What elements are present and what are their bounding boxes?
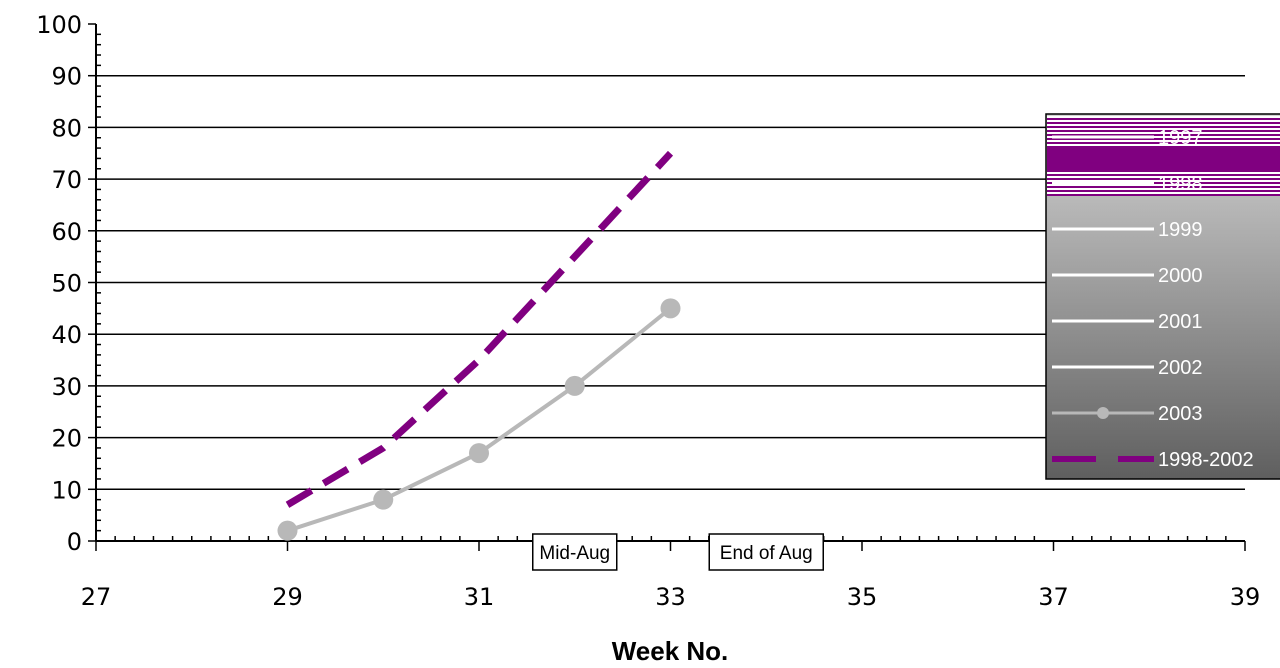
y-tick-label-90: 90 <box>51 63 82 91</box>
y-tick-label-50: 50 <box>51 270 82 298</box>
annotation-label: Mid-Aug <box>539 543 610 564</box>
series-line-2003 <box>286 306 672 533</box>
y-tick-label-0: 0 <box>67 528 82 556</box>
legend: 1997 1998 1999 2000 2001 2002 2003 1998-2002 <box>1045 113 1280 480</box>
legend-item-1998-2002: 1998-2002 <box>1052 449 1254 471</box>
point-2003-29 <box>277 520 298 541</box>
y-tick-label-70: 70 <box>51 166 82 194</box>
point-2003-31 <box>469 443 489 464</box>
legend-band-solid <box>1047 146 1280 172</box>
series-line-1998-2002 <box>285 150 674 508</box>
legend-item-1997: 1997 <box>1052 127 1203 149</box>
legend-item-1998: 1998 <box>1052 173 1203 195</box>
point-2003-32 <box>564 375 585 396</box>
legend-item-1999: 1999 <box>1052 219 1203 241</box>
y-tick-label-100: 100 <box>36 11 82 39</box>
legend-label: 1999 <box>1158 219 1203 241</box>
x-tick-label-37: 37 <box>1038 583 1069 611</box>
legend-item-2003: 2003 <box>1052 403 1203 425</box>
x-tick-label-27: 27 <box>81 583 112 611</box>
point-2003-30 <box>373 489 394 510</box>
legend-marker <box>1097 407 1109 419</box>
legend-item-2000: 2000 <box>1052 265 1203 287</box>
annotation-label: End of Aug <box>720 543 813 564</box>
y-tick-label-80: 80 <box>51 114 82 142</box>
legend-item-2001: 2001 <box>1052 311 1203 333</box>
x-tick-label-29: 29 <box>272 583 303 611</box>
x-tick-label-39: 39 <box>1230 583 1261 611</box>
x-axis-title: Week No. <box>612 636 729 666</box>
series <box>277 150 681 541</box>
y-tick-label-20: 20 <box>51 425 82 453</box>
legend-label: 2003 <box>1158 403 1203 425</box>
annotation-1: Mid-Aug <box>532 533 618 571</box>
x-tick-label-35: 35 <box>847 583 878 611</box>
annotation-box <box>532 533 618 571</box>
y-tick-label-60: 60 <box>51 218 82 246</box>
y-tick-label-30: 30 <box>51 373 82 401</box>
y-tick-label-10: 10 <box>51 476 82 504</box>
legend-label: 2000 <box>1158 265 1203 287</box>
annotation-box <box>708 533 824 571</box>
y-axis-ticks: 0 10 20 30 40 50 60 70 80 90 100 <box>36 11 101 556</box>
legend-label: 1998-2002 <box>1158 449 1254 471</box>
x-tick-label-33: 33 <box>655 583 686 611</box>
legend-label: 2002 <box>1158 357 1203 379</box>
gridlines <box>96 74 1245 491</box>
annotation-2: End of Aug <box>708 533 824 571</box>
legend-item-2002: 2002 <box>1052 357 1203 379</box>
legend-label: 1997 <box>1158 127 1203 149</box>
legend-label: 1998 <box>1158 173 1203 195</box>
x-tick-label-31: 31 <box>464 583 495 611</box>
annotations: Mid-Aug End of Aug <box>532 533 824 571</box>
x-axis-ticks: 27 29 31 33 35 37 39 <box>81 536 1261 611</box>
point-2003-33 <box>660 298 681 319</box>
legend-label: 2001 <box>1158 311 1203 333</box>
y-tick-label-40: 40 <box>51 321 82 349</box>
